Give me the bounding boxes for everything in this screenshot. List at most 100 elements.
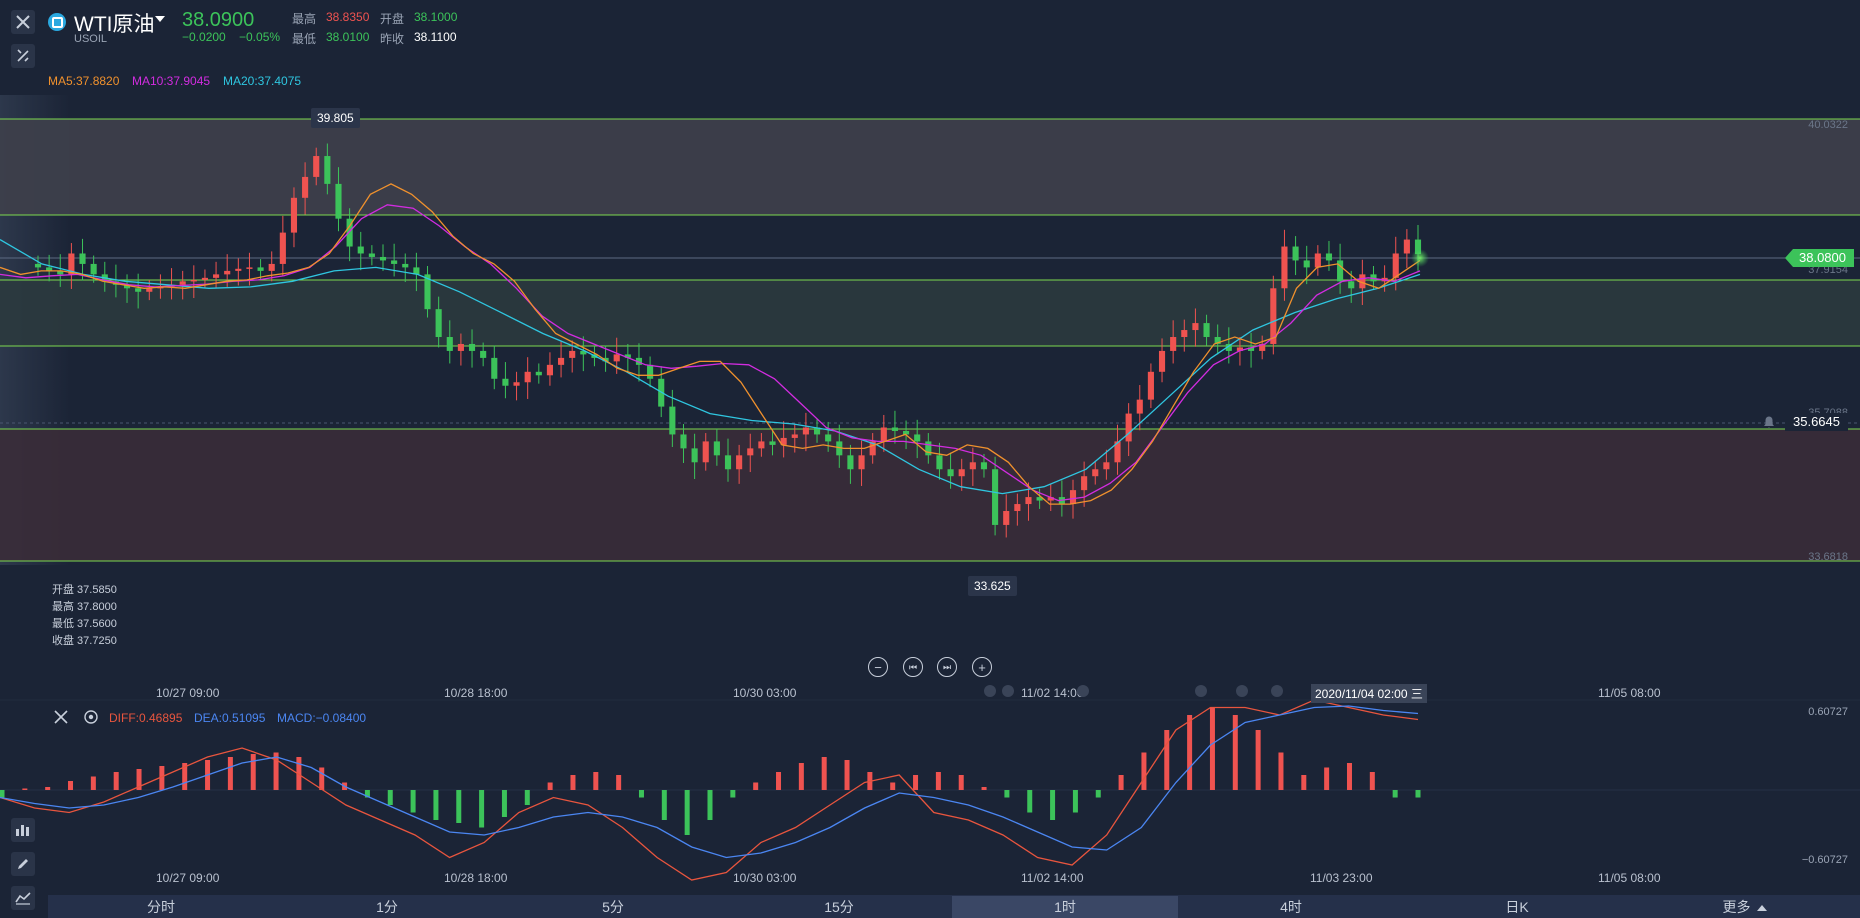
- symbol-code: USOIL: [74, 33, 108, 45]
- candle-body: [1114, 441, 1121, 463]
- candle-body: [480, 350, 487, 358]
- tab-5min[interactable]: 5分: [602, 899, 624, 915]
- candle-body: [1248, 347, 1255, 351]
- macd-bar: [935, 772, 941, 790]
- candle-body: [724, 455, 732, 470]
- candle-body: [891, 427, 898, 431]
- candle-body: [769, 441, 776, 445]
- macd-bar: [890, 782, 896, 790]
- event-dot[interactable]: [1271, 685, 1283, 697]
- candle-body: [1314, 253, 1321, 268]
- zoom-out-button[interactable]: −: [868, 657, 888, 677]
- candle-body: [34, 263, 42, 268]
- bell-icon[interactable]: [1760, 413, 1778, 431]
- candle-body: [290, 197, 298, 233]
- macd-bar: [1141, 752, 1147, 790]
- macd-dea-line: [0, 705, 1419, 859]
- tab-1hour[interactable]: 1时: [952, 896, 1178, 918]
- ma10-legend: MA10:37.9045: [132, 74, 211, 88]
- candle-body: [446, 337, 453, 351]
- macd-close-icon[interactable]: [54, 710, 68, 727]
- candle-body: [368, 253, 375, 257]
- candle-body: [580, 350, 587, 355]
- macd-bar: [433, 790, 439, 820]
- candle-body: [413, 267, 420, 275]
- macd-bar: [159, 766, 165, 790]
- price-change-pct: −0.05%: [239, 30, 281, 44]
- candle-body: [1403, 239, 1410, 254]
- candle-body: [813, 427, 821, 435]
- candle-body: [357, 246, 364, 254]
- macd-bar: [182, 763, 188, 790]
- event-dot[interactable]: [1077, 685, 1089, 697]
- candle-body: [1236, 347, 1243, 351]
- candle-body: [736, 455, 743, 470]
- macd-bar: [319, 767, 325, 790]
- ma20-line: [0, 239, 1421, 495]
- time-label: 10/30 03:00: [733, 686, 797, 700]
- compress-icon[interactable]: [11, 44, 35, 68]
- macd-bar: [524, 790, 530, 805]
- macd-bar: [638, 790, 644, 798]
- candle-body: [1359, 274, 1366, 289]
- macd-bar: [68, 781, 74, 790]
- candle-body: [1225, 343, 1232, 351]
- price-change: −0.0200: [182, 30, 226, 44]
- macd-bar: [707, 790, 713, 820]
- zoom-in-button[interactable]: +: [972, 657, 992, 677]
- event-dot[interactable]: [1002, 685, 1014, 697]
- tab-more[interactable]: 更多: [1630, 896, 1860, 918]
- low-label: 最低: [292, 32, 317, 46]
- tab-1min[interactable]: 1分: [376, 899, 398, 915]
- candle-body: [68, 253, 75, 275]
- candle-body: [869, 441, 876, 456]
- candle-body: [379, 256, 387, 261]
- trend-icon[interactable]: [11, 886, 35, 910]
- indicator-icon[interactable]: [11, 818, 35, 842]
- close-icon[interactable]: [11, 10, 35, 34]
- macd-bar: [1392, 790, 1398, 798]
- prev-close-value: 38.1100: [414, 30, 457, 44]
- tab-4hour[interactable]: 4时: [1280, 899, 1302, 915]
- ma5-legend: MA5:37.8820: [48, 74, 120, 88]
- tab-timeshare[interactable]: 分时: [147, 899, 175, 915]
- event-dot[interactable]: [984, 685, 996, 697]
- first-page-button[interactable]: ⏮: [903, 657, 923, 677]
- macd-time-label: 10/28 18:00: [444, 871, 508, 885]
- macd-bar: [1118, 775, 1124, 790]
- macd-bar: [1346, 763, 1352, 790]
- candle-body: [1337, 260, 1344, 282]
- macd-bar: [1324, 767, 1330, 790]
- candle-body: [1170, 337, 1177, 351]
- alert-price-tag[interactable]: 35.6645: [1785, 413, 1848, 431]
- candle-body: [1392, 253, 1399, 278]
- macd-time-label: 11/03 23:00: [1310, 871, 1373, 885]
- macd-bar: [1255, 730, 1261, 790]
- candle-body: [468, 343, 476, 351]
- macd-bar: [250, 754, 256, 790]
- candle-body: [1136, 399, 1143, 414]
- tab-15min[interactable]: 15分: [824, 899, 854, 915]
- macd-bar: [1415, 790, 1421, 798]
- chevron-down-icon[interactable]: [155, 16, 165, 22]
- last-page-button[interactable]: ⏭: [937, 657, 957, 677]
- candle-body: [513, 382, 520, 386]
- candle-body: [1259, 343, 1266, 351]
- axis-label-top: 40.0322: [1808, 119, 1848, 131]
- open-value: 38.1000: [414, 10, 458, 24]
- tab-daily[interactable]: 日K: [1505, 899, 1529, 915]
- low-callout: 33.625: [968, 576, 1017, 596]
- candle-body: [747, 448, 754, 456]
- time-label: 11/02 14:00: [1021, 686, 1084, 700]
- macd-axis-top: 0.60727: [1808, 706, 1848, 718]
- symbol-name[interactable]: WTI原油: [74, 13, 155, 36]
- candle-body: [1181, 330, 1188, 338]
- event-dot[interactable]: [1195, 685, 1207, 697]
- settings-icon[interactable]: [83, 709, 99, 728]
- event-dot[interactable]: [1236, 685, 1248, 697]
- current-price-tag: 38.0800: [1785, 249, 1854, 267]
- pencil-icon[interactable]: [11, 852, 35, 876]
- macd-bar: [753, 782, 759, 790]
- macd-bar: [1072, 790, 1078, 813]
